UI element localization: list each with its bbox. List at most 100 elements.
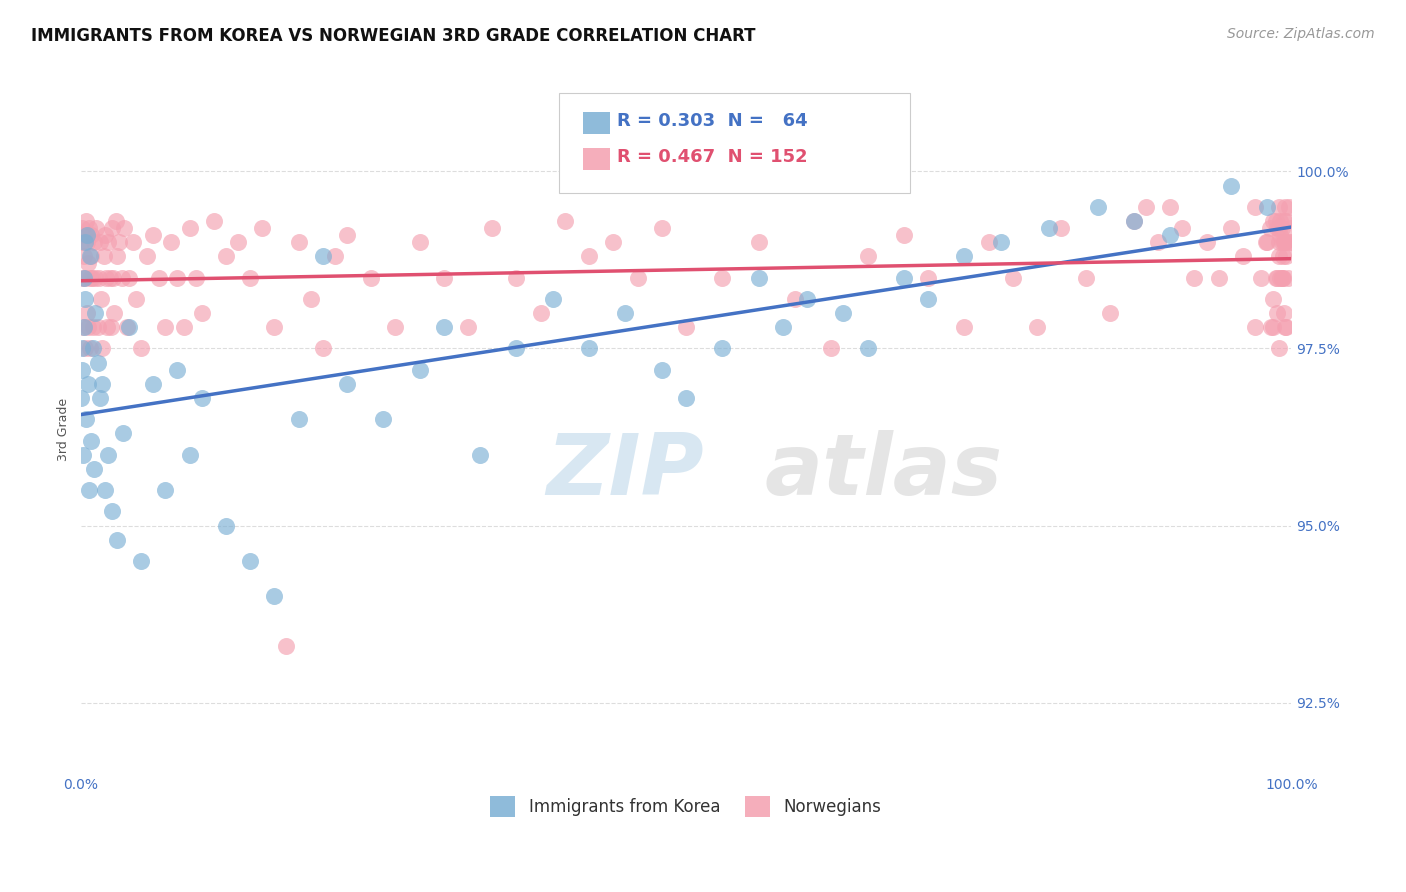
Point [1271,235,1294,250]
Point [1087,200,1109,214]
Point [1279,235,1302,250]
Point [108,235,131,250]
Point [1271,270,1294,285]
Point [75,412,97,426]
Point [977,235,1000,250]
Point [82,320,104,334]
Point [91,376,114,391]
Point [142,376,165,391]
Point [73,320,96,334]
Point [1171,221,1194,235]
Point [953,249,976,263]
Point [80,228,103,243]
Point [1265,270,1288,285]
Point [1277,235,1299,250]
Point [1250,270,1272,285]
Point [990,235,1012,250]
Point [1208,270,1230,285]
Point [783,292,806,306]
Point [70,235,93,250]
Point [72,249,94,263]
Point [820,342,842,356]
Point [1268,221,1291,235]
Point [1256,235,1278,250]
Point [73,228,96,243]
Point [711,270,734,285]
Point [72,342,94,356]
Point [239,270,262,285]
Point [1268,200,1291,214]
Point [1147,235,1170,250]
Point [505,342,527,356]
Point [1270,270,1292,285]
Point [1277,270,1299,285]
Point [1263,214,1285,228]
Point [75,214,97,228]
Point [136,249,159,263]
Point [675,320,697,334]
Point [86,356,108,370]
Point [155,320,177,334]
Point [323,249,346,263]
Point [111,426,134,441]
Point [1026,320,1049,334]
Point [76,306,98,320]
Point [105,249,128,263]
Point [72,448,94,462]
Point [1244,320,1267,334]
Point [76,235,98,250]
Point [1001,270,1024,285]
Point [856,342,879,356]
Point [287,412,309,426]
Point [82,342,104,356]
Point [89,391,111,405]
Point [111,270,134,285]
Point [91,342,114,356]
Point [1268,342,1291,356]
Point [250,221,273,235]
Point [1264,214,1286,228]
Point [481,221,503,235]
Point [1274,320,1296,334]
Point [578,249,600,263]
Point [75,342,97,356]
Point [100,320,122,334]
Point [103,306,125,320]
Point [97,235,120,250]
Point [505,270,527,285]
Point [166,270,188,285]
Point [94,483,117,497]
Point [1232,249,1254,263]
Point [82,270,104,285]
Point [1270,228,1292,243]
Point [554,214,576,228]
Point [360,270,382,285]
Point [118,270,141,285]
Point [1219,221,1241,235]
Point [1074,270,1097,285]
Point [84,270,107,285]
Point [1244,200,1267,214]
Point [89,235,111,250]
Point [1265,221,1288,235]
Point [202,214,225,228]
Point [1184,270,1206,285]
Point [96,320,118,334]
Point [1265,306,1288,320]
Point [160,235,183,250]
Point [1271,270,1294,285]
Point [1159,228,1181,243]
Point [80,249,103,263]
Point [1278,200,1301,214]
Point [651,362,673,376]
Point [312,342,335,356]
Point [101,221,124,235]
Point [287,235,309,250]
Point [263,320,285,334]
Point [77,221,100,235]
Point [79,342,101,356]
Legend: Immigrants from Korea, Norwegians: Immigrants from Korea, Norwegians [484,789,889,823]
Point [73,270,96,285]
Point [129,342,152,356]
Point [832,306,855,320]
